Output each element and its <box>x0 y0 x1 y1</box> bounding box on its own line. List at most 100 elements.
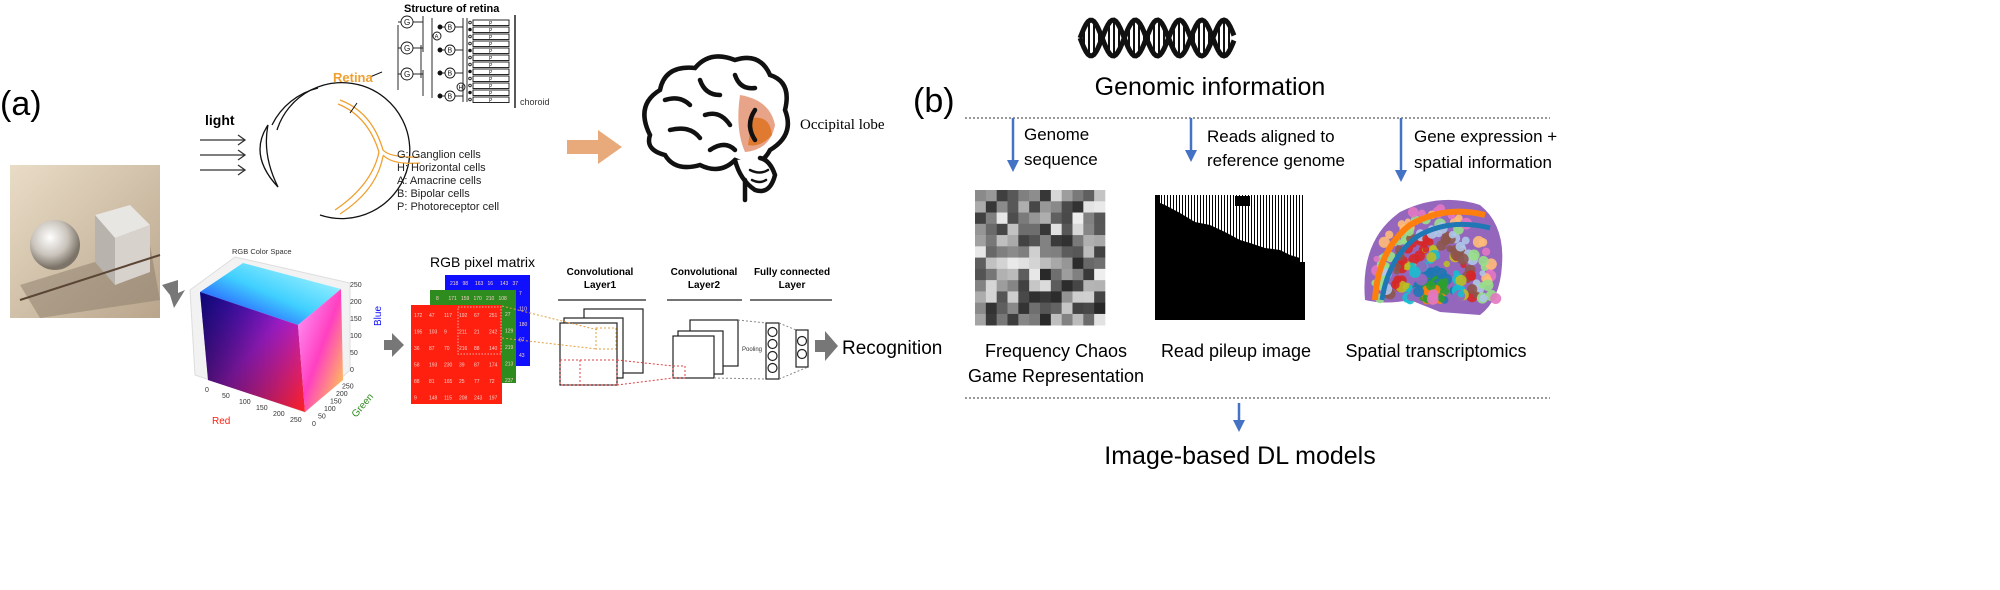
spot-cluster <box>1446 245 1454 253</box>
fcgr-cell <box>1040 302 1052 315</box>
fcgr-cell <box>1040 190 1052 202</box>
photoreceptor-cell <box>472 96 510 103</box>
occipital-lobe-label: Occipital lobe <box>800 117 885 133</box>
dna-icon <box>1077 17 1237 59</box>
red-value: 39 <box>459 363 465 369</box>
fcgr-cell <box>1029 302 1041 315</box>
synapse-dot <box>468 83 472 88</box>
dna-strand <box>1077 17 1237 59</box>
fcgr-cell <box>1094 201 1106 213</box>
photoreceptor-cell <box>472 47 510 54</box>
branch-input: Gene expression + <box>1414 127 1557 146</box>
red-value: 70 <box>444 346 450 352</box>
cell-label: P <box>489 77 493 83</box>
blue-tick-label: 150 <box>350 316 362 323</box>
rgb-space-title: RGB Color Space <box>232 247 292 256</box>
fcgr-cell <box>1094 212 1106 225</box>
rgb-color-cube <box>189 256 351 413</box>
fcgr-cell <box>1007 246 1019 258</box>
fcgr-cell <box>1083 268 1095 281</box>
fcgr-cell <box>1072 201 1084 213</box>
fcgr-cell <box>985 190 997 202</box>
fcgr-cell <box>1007 291 1019 303</box>
fcgr-cell <box>1072 313 1084 326</box>
fcgr-cell <box>1061 190 1073 202</box>
tissue-layer <box>1372 208 1486 301</box>
synapse-dot <box>468 27 472 32</box>
fcgr-cell <box>985 201 997 213</box>
fcgr-cell <box>996 223 1008 236</box>
fcgr-cell <box>1072 246 1084 258</box>
fcgr-cell <box>1072 291 1084 303</box>
cell-label: P <box>489 49 493 55</box>
fc-label: Layer <box>779 280 806 291</box>
spot-cluster <box>1443 260 1451 268</box>
red-tick-label: 200 <box>273 411 285 418</box>
green-value: 219 <box>505 345 514 351</box>
fcgr-cell <box>996 235 1008 247</box>
spot-cluster <box>1409 266 1421 278</box>
branch-caption: Game Representation <box>968 366 1144 386</box>
fcgr-cell <box>1072 235 1084 247</box>
synapse-dot <box>468 90 472 95</box>
fcgr-cell <box>985 302 997 315</box>
legend-item: A: Amacrine cells <box>397 175 482 187</box>
axis-blue-label: Blue <box>373 306 384 326</box>
fcgr-cell <box>1040 291 1052 303</box>
fcgr-cell <box>1018 212 1030 225</box>
fcgr-cell <box>1083 212 1095 225</box>
fcgr-cell <box>1018 313 1030 326</box>
fcgr-cell <box>1007 235 1019 247</box>
red-value: 87 <box>474 363 480 369</box>
fcgr-cell <box>1029 190 1041 202</box>
fcgr-cell <box>1029 280 1041 292</box>
branch-input: Genome <box>1024 125 1089 144</box>
fcgr-cell <box>1018 190 1030 202</box>
fcgr-cell <box>985 268 997 281</box>
blue-value: 163 <box>475 281 484 287</box>
cell-label: P <box>489 56 493 62</box>
fcgr-cell <box>1029 223 1041 236</box>
tissue-layer <box>1379 221 1491 301</box>
fcgr-cell <box>1094 235 1106 247</box>
fcgr-cell <box>985 223 997 236</box>
fcgr-cell <box>975 313 987 326</box>
cell-label: A <box>435 35 439 41</box>
genomic-information-title: Genomic information <box>1095 73 1326 101</box>
fcgr-cell <box>1072 280 1084 292</box>
fc-label: Fully connected <box>754 267 830 278</box>
spatial-transcriptomics-image <box>1364 199 1503 315</box>
fcgr-cell <box>1050 257 1062 270</box>
branch-input: reference genome <box>1207 151 1345 170</box>
green-value: 237 <box>505 378 514 384</box>
fcgr-cell <box>1050 212 1062 225</box>
red-value: 58 <box>414 363 420 369</box>
recognition-label: Recognition <box>842 338 942 359</box>
red-value: 174 <box>489 363 498 369</box>
red-value: 197 <box>489 396 498 402</box>
fcgr-cell <box>1083 190 1095 202</box>
fcgr-cell <box>1094 257 1106 270</box>
fcgr-cell <box>1050 302 1062 315</box>
synapse-dot <box>437 24 443 30</box>
green-value: 213 <box>505 362 514 368</box>
red-tick-label: 0 <box>205 387 209 394</box>
amacrine-cell <box>432 31 442 41</box>
fcgr-cell <box>1083 291 1095 303</box>
fcgr-cell <box>1083 223 1095 236</box>
fcgr-cell <box>1094 291 1106 303</box>
fcgr-cell <box>1050 190 1062 202</box>
cell-label: B <box>448 25 453 32</box>
red-tick-label: 250 <box>290 417 302 424</box>
fcgr-cell <box>1018 246 1030 258</box>
legend-item: H: Horizontal cells <box>397 162 486 174</box>
photoreceptor-cell <box>472 61 510 68</box>
fcgr-cell <box>1061 313 1073 326</box>
fcgr-cell <box>1061 280 1073 292</box>
fcgr-cell <box>1083 201 1095 213</box>
blue-tick-label: 50 <box>350 350 358 357</box>
fcgr-cell <box>985 280 997 292</box>
fcgr-cell <box>1050 201 1062 213</box>
